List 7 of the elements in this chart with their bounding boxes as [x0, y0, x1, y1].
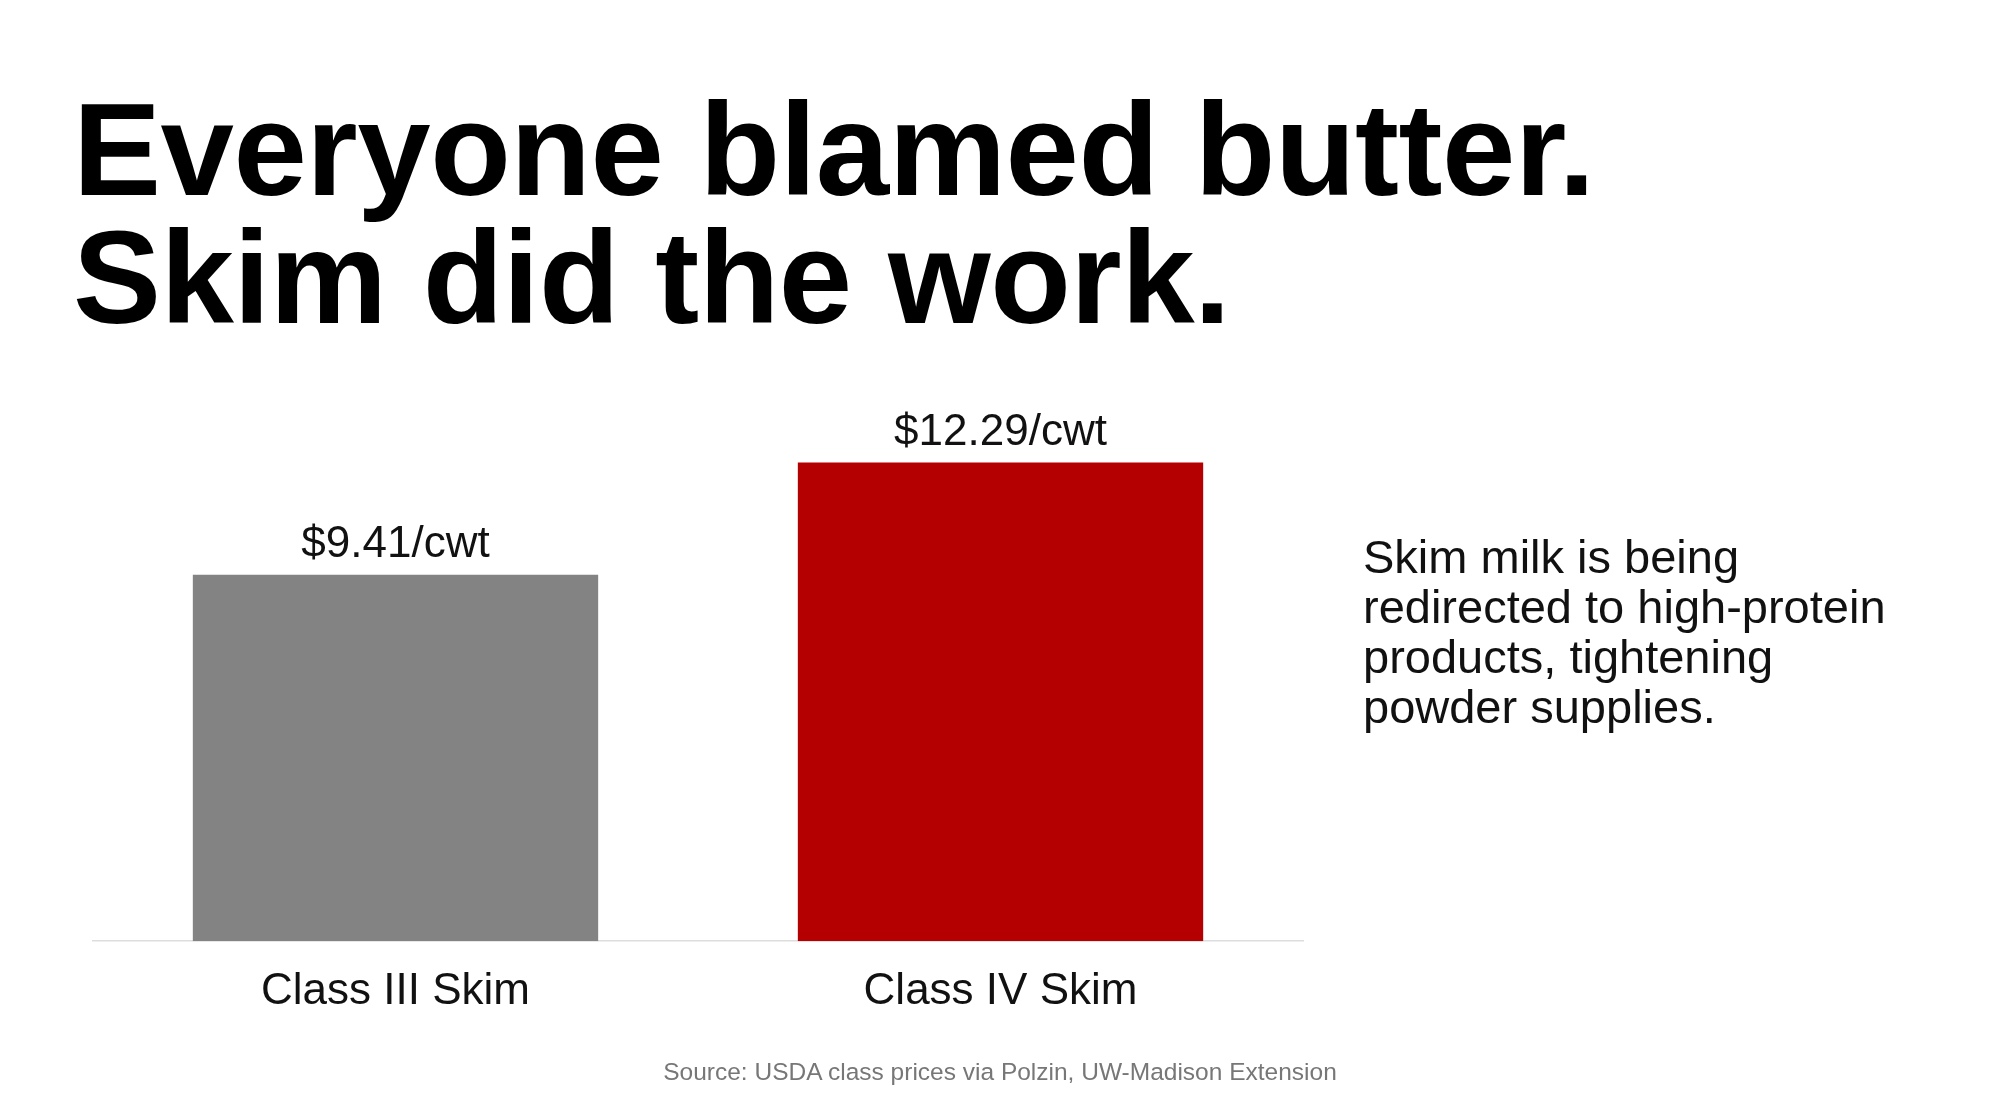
chart-title: Everyone blamed butter. Skim did the work. [73, 76, 1595, 351]
data-label: $9.41/cwt [301, 516, 490, 566]
source-note: Source: USDA class prices via Polzin, UW-Madison Extension [663, 1057, 1337, 1087]
data-label: $12.29/cwt [894, 404, 1107, 454]
x-tick-label: Class IV Skim [863, 963, 1138, 1013]
text: Skim milk is being redirected to high-protein products, tightening powder supplies. [1363, 530, 1887, 733]
x-tick-label: Class III Skim [261, 963, 530, 1013]
